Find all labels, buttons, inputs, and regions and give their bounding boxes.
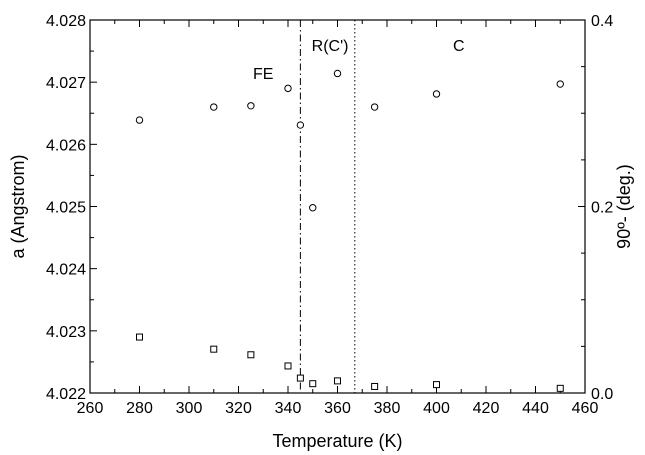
y-right-tick-label: 0.0 <box>591 386 613 403</box>
angle-point <box>296 374 304 382</box>
y-left-tick-label: 4.028 <box>46 13 86 30</box>
data-points <box>135 69 564 392</box>
angle-point <box>334 377 341 385</box>
lattice-parameter-point <box>556 80 564 88</box>
x-axis: 260 280 300 320 340 360 380 400 420 440 460 <box>77 20 599 417</box>
y-axis-left-title: a (Angstrom) <box>8 154 28 258</box>
x-tick-label: 400 <box>423 400 450 417</box>
lattice-parameter-point <box>296 121 305 129</box>
phase-label: C <box>453 38 465 55</box>
y-left-tick-label: 4.024 <box>46 262 86 279</box>
angle-point <box>210 345 218 353</box>
angle-point <box>433 381 440 389</box>
lattice-parameter-point <box>432 90 441 98</box>
y-right-tick-label: 0.2 <box>591 200 613 217</box>
phase-label: FE <box>253 66 273 83</box>
lattice-parameter-point <box>309 204 317 212</box>
lattice-parameter-point <box>247 102 255 110</box>
x-tick-label: 460 <box>572 400 599 417</box>
x-tick-label: 280 <box>126 400 153 417</box>
y-left-tick-label: 4.027 <box>46 75 86 92</box>
angle-point <box>556 384 564 392</box>
y-left-tick-label: 4.023 <box>46 324 86 341</box>
x-tick-label: 380 <box>374 400 401 417</box>
y-right-tick-label: 0.4 <box>591 13 613 30</box>
x-tick-label: 420 <box>473 400 500 417</box>
lattice-parameter-point <box>210 103 218 111</box>
angle-point <box>309 380 317 388</box>
phase-boundary-lines <box>299 20 356 393</box>
lattice-parameter-point <box>284 84 292 93</box>
phase-label: R(C') <box>312 38 349 55</box>
y-left-tick-label: 4.025 <box>46 200 86 217</box>
lattice-parameter-point <box>333 69 342 78</box>
x-tick-label: 260 <box>77 400 104 417</box>
y-left-tick-label: 4.022 <box>46 386 86 403</box>
x-axis-title: Temperature (K) <box>272 431 402 451</box>
x-tick-label: 320 <box>225 400 252 417</box>
lattice-parameter-point <box>135 116 144 124</box>
x-tick-label: 440 <box>522 400 549 417</box>
x-tick-label: 360 <box>324 400 351 417</box>
y-axis-right: 0.0 0.2 0.4 <box>578 13 613 403</box>
lattice-parameter-point <box>370 103 379 111</box>
x-tick-label: 340 <box>275 400 302 417</box>
annotations: FE R(C') C <box>253 38 465 83</box>
y-axis-left: 4.022 4.023 4.024 4.025 4.026 4.027 4.028 <box>46 13 97 403</box>
angle-point <box>136 333 143 341</box>
angle-point <box>371 382 379 390</box>
angle-point <box>247 351 255 359</box>
x-tick-label: 300 <box>176 400 203 417</box>
angle-point <box>284 362 292 370</box>
y-axis-right-title: 90º- (deg.) <box>614 164 634 249</box>
y-left-tick-label: 4.026 <box>46 137 86 154</box>
